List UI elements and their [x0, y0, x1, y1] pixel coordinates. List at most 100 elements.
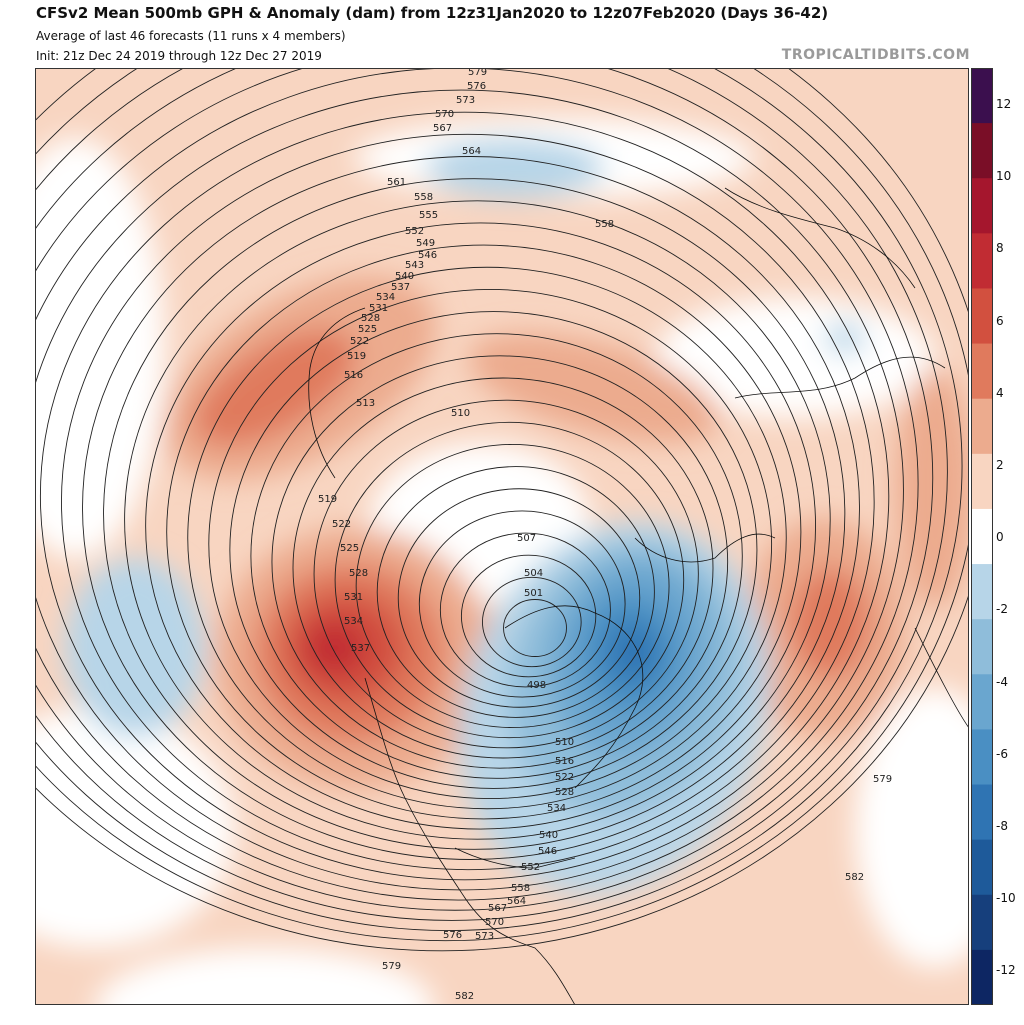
- contour-label-upper: 573: [456, 95, 475, 106]
- height-contour: [145, 222, 817, 830]
- contour-label-pole: 531: [344, 592, 363, 603]
- colorbar-tick-label: 4: [996, 385, 1004, 400]
- contour-label-lower: 573: [475, 931, 494, 942]
- height-contours: [35, 68, 969, 952]
- contour-label-lower: 528: [555, 787, 574, 798]
- contour-label-lower: 510: [555, 737, 574, 748]
- chart-subtitle-init: Init: 21z Dec 24 2019 through 12z Dec 27…: [36, 49, 322, 63]
- height-contour: [35, 68, 969, 952]
- height-contour: [250, 333, 743, 779]
- contour-label-upper: 552: [405, 226, 424, 237]
- colorbar-tick-label: 0: [996, 530, 1004, 545]
- height-contour: [187, 266, 787, 810]
- colorbar-swatch: [971, 398, 993, 455]
- height-contour: [124, 200, 831, 840]
- colorbar-tick-label: -12: [996, 963, 1016, 978]
- height-contour: [271, 355, 729, 769]
- contour-label-lower: 567: [488, 903, 507, 914]
- contour-label-upper: 543: [405, 260, 424, 271]
- colorbar-swatch: [971, 68, 993, 124]
- contour-label-upper: 513: [356, 398, 375, 409]
- height-contour: [334, 421, 685, 739]
- contour-label-lower: 540: [539, 830, 558, 841]
- contour-label-lower: 582: [455, 991, 474, 1002]
- colorbar-swatch: [971, 894, 993, 951]
- contour-label-upper: 525: [358, 324, 377, 335]
- contour-label-lower: 582: [845, 872, 864, 883]
- height-contour: [313, 399, 699, 749]
- colorbar-tick-label: 10: [996, 169, 1012, 184]
- contour-label-upper: 555: [419, 210, 438, 221]
- colorbar-swatch: [971, 123, 993, 179]
- colorbar-swatch: [971, 453, 993, 510]
- contour-label-upper: 519: [347, 351, 366, 362]
- contour-label-upper: 576: [467, 81, 486, 92]
- contour-label-upper: 561: [387, 177, 406, 188]
- contour-label-upper: 531: [369, 303, 388, 314]
- contour-label-upper: 516: [344, 370, 363, 381]
- contour-label-pole: 528: [349, 568, 368, 579]
- colorbar-swatch: [971, 564, 993, 620]
- colorbar-swatch: [971, 619, 993, 675]
- contour-label-lower: 558: [511, 883, 530, 894]
- contour-label-lower: 579: [873, 774, 892, 785]
- colorbar-swatch: [971, 784, 993, 841]
- height-contour: [397, 488, 641, 708]
- contour-label-lower: 552: [521, 862, 540, 873]
- contour-label-pole: 519: [318, 494, 337, 505]
- contour-label-pole: 534: [344, 616, 363, 627]
- contour-label-upper: 564: [462, 146, 481, 157]
- colorbar-tick-label: 6: [996, 313, 1004, 328]
- contour-label-lower: 534: [547, 803, 566, 814]
- contour-label-upper: 579: [468, 68, 487, 78]
- height-contour: [103, 178, 846, 850]
- contour-label-upper: 558: [414, 192, 433, 203]
- map-frame: [35, 68, 969, 1005]
- height-contour: [35, 68, 934, 911]
- height-contour: [39, 111, 890, 881]
- contour-label-upper: 549: [416, 238, 435, 249]
- brand-watermark: TROPICALTIDBITS.COM: [781, 47, 970, 63]
- contour-label-pole: 504: [524, 568, 543, 579]
- height-contour: [503, 599, 567, 657]
- colorbar-tick-label: -2: [996, 602, 1008, 617]
- height-contour: [35, 68, 963, 931]
- height-contour: [35, 89, 904, 891]
- contour-label-lower: 564: [507, 896, 526, 907]
- colorbar-swatch: [971, 729, 993, 786]
- contour-label-upper: 567: [433, 123, 452, 134]
- contour-label-upper: 546: [418, 250, 437, 261]
- contour-label-lower: 570: [485, 917, 504, 928]
- anomaly-map: 5795765735705675645615585555525495465435…: [35, 68, 969, 1005]
- colorbar-swatch: [971, 508, 993, 565]
- height-contour: [292, 377, 714, 759]
- colorbar-tick-label: -4: [996, 674, 1008, 689]
- colorbar-swatch: [971, 233, 993, 289]
- height-contour: [35, 68, 919, 901]
- contour-label-lower: 522: [555, 772, 574, 783]
- contour-label-pole: 501: [524, 588, 543, 599]
- height-contour: [35, 68, 969, 942]
- colorbar-tick-label: -6: [996, 746, 1008, 761]
- colorbar-tick-label: 2: [996, 458, 1004, 472]
- contour-label-lower: 576: [443, 930, 462, 941]
- height-contour: [35, 68, 948, 921]
- contour-label-pole: 537: [351, 643, 370, 654]
- contour-labels: 5795765735705675645615585555525495465435…: [318, 68, 892, 1002]
- colorbar-swatch: [971, 949, 993, 1005]
- colorbar-tick-label: -8: [996, 819, 1008, 833]
- height-contour: [82, 156, 860, 860]
- chart-title: CFSv2 Mean 500mb GPH & Anomaly (dam) fro…: [36, 4, 829, 22]
- height-contour: [60, 133, 875, 871]
- contour-label-lower: 579: [382, 961, 401, 972]
- colorbar: [971, 68, 993, 1005]
- coastlines: [308, 187, 969, 1005]
- colorbar-swatch: [971, 343, 993, 400]
- colorbar-tick-label: 8: [996, 241, 1004, 256]
- height-contour: [208, 288, 773, 800]
- contour-label-pole: 522: [332, 519, 351, 530]
- contour-label-lower: 516: [555, 756, 574, 767]
- height-contour: [166, 244, 802, 820]
- height-contour: [481, 576, 582, 668]
- colorbar-swatch: [971, 674, 993, 730]
